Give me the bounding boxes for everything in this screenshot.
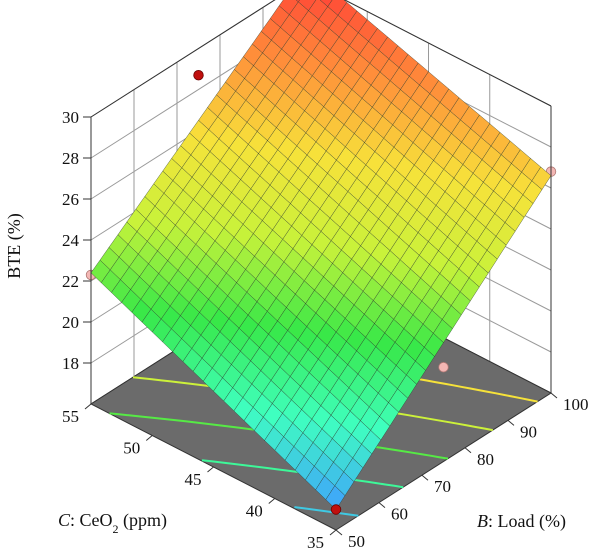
x-axis-ticks: 50 60 70 80 90 100 xyxy=(335,392,589,551)
x-tick-mark-3 xyxy=(464,447,472,454)
z-tick-label-0: 18 xyxy=(62,354,79,373)
design-point-6 xyxy=(438,362,449,373)
y-axis-letter: C xyxy=(58,510,71,530)
y-tick-mark-4 xyxy=(84,403,92,410)
z-tick-label-4: 26 xyxy=(62,190,79,209)
contour-18 xyxy=(294,506,359,517)
x-tick-mark-0 xyxy=(335,529,343,536)
surface-cell-0-0 xyxy=(325,485,346,510)
z-tick-label-5: 28 xyxy=(62,149,79,168)
x-tick-label-3: 80 xyxy=(477,450,494,469)
y-tick-label-3: 50 xyxy=(123,439,140,458)
design-points-above xyxy=(193,69,342,515)
x-axis-text: : Load (%) xyxy=(488,511,566,532)
z-tick-label-3: 24 xyxy=(62,231,80,250)
response-surface xyxy=(90,0,552,510)
x-tick-label-1: 60 xyxy=(391,505,408,524)
y-tick-mark-0 xyxy=(329,529,337,536)
x-tick-mark-2 xyxy=(421,474,429,481)
x-tick-label-2: 70 xyxy=(434,477,451,496)
y-tick-mark-1 xyxy=(268,498,276,504)
design-point-0 xyxy=(330,504,342,515)
x-tick-mark-5 xyxy=(550,392,558,399)
y-axis-ticks: 35 40 45 50 55 xyxy=(62,403,337,552)
back-top-edges xyxy=(90,0,552,118)
y-axis-subscript: 2 xyxy=(113,522,119,536)
z-axis-label: BTE (%) xyxy=(4,213,25,278)
y-tick-label-2: 45 xyxy=(185,470,202,489)
y-axis-text-pre: : CeO xyxy=(70,510,113,530)
y-tick-mark-2 xyxy=(207,466,214,473)
z-tick-label-2: 22 xyxy=(62,272,79,291)
z-tick-label-6: 30 xyxy=(62,108,79,127)
z-tick-label-1: 20 xyxy=(62,313,79,332)
x-axis-letter: B xyxy=(477,511,488,531)
x-tick-mark-1 xyxy=(378,502,386,508)
y-axis-text-post: (ppm) xyxy=(119,510,168,531)
y-tick-label-4: 55 xyxy=(62,407,79,426)
front-frame xyxy=(90,106,552,404)
design-point-3 xyxy=(193,69,204,81)
x-tick-label-5: 100 xyxy=(563,395,589,414)
z-axis-ticks: 18 20 22 24 26 28 30 xyxy=(62,108,91,373)
y-tick-label-0: 35 xyxy=(307,533,324,552)
x-tick-mark-4 xyxy=(507,420,515,426)
x-axis-label: B: Load (%) xyxy=(477,511,566,532)
y-tick-label-1: 40 xyxy=(246,502,263,521)
y-axis-label: C: CeO2 (ppm) xyxy=(58,510,167,536)
y-tick-mark-3 xyxy=(145,435,153,441)
x-tick-label-4: 90 xyxy=(520,422,537,441)
x-tick-label-0: 50 xyxy=(348,532,365,551)
